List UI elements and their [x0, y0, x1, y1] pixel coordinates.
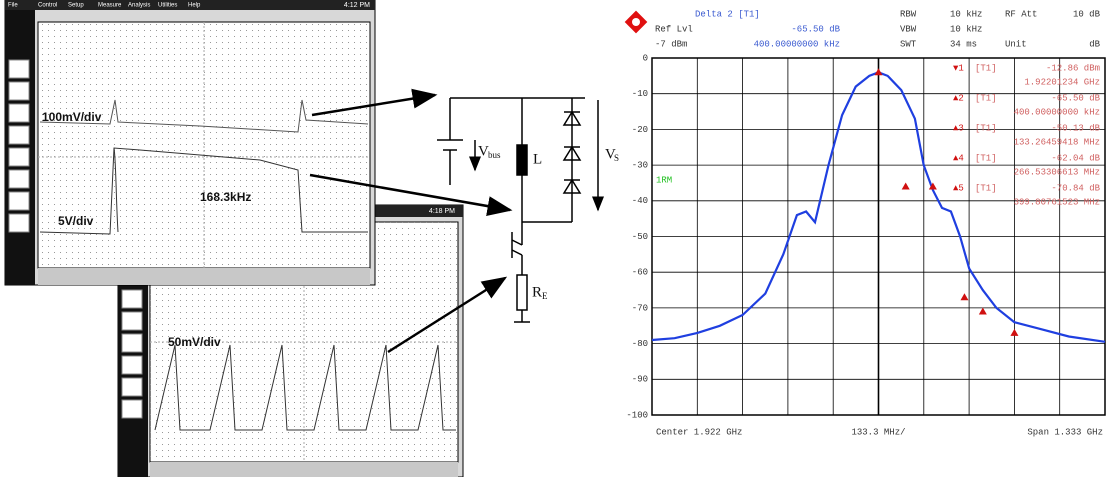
marker-symbol: ▲5: [953, 183, 964, 193]
circuit-label: E: [542, 291, 548, 301]
y-tick-label: -70: [632, 303, 648, 313]
marker-trace: [T1]: [975, 153, 997, 163]
marker-symbol: ▼1: [953, 63, 964, 73]
scope-volts: 50mV/div: [168, 335, 221, 349]
marker-frequency: 1.92201234 GHz: [1024, 77, 1100, 87]
header-text: RBW: [900, 9, 917, 19]
trace-label: 1RM: [656, 175, 672, 185]
footer-text: Span 1.333 GHz: [1027, 427, 1103, 437]
header-text: -65.50 dB: [791, 24, 840, 34]
menu-item: Analysis: [128, 3, 150, 9]
header-text: -7 dBm: [655, 39, 687, 49]
header-text: 34 ms: [950, 39, 977, 49]
marker-level: -50.13 dB: [1051, 123, 1100, 133]
header-text: Ref Lvl: [655, 24, 693, 34]
marker-symbol: ▲3: [953, 123, 964, 133]
marker-trace: [T1]: [975, 93, 997, 103]
circuit-label: R: [532, 284, 542, 300]
marker-level: -12.86 dBm: [1046, 63, 1100, 73]
y-tick-label: -40: [632, 196, 648, 206]
y-tick-label: -90: [632, 375, 648, 385]
scope-time: 4:12 PM: [344, 2, 370, 9]
marker-trace: [T1]: [975, 183, 997, 193]
marker-level: -70.84 dB: [1051, 183, 1100, 193]
y-tick-label: 0: [643, 53, 648, 63]
y-tick-label: -100: [626, 410, 648, 420]
marker-trace: [T1]: [975, 63, 997, 73]
header-text: Unit: [1005, 39, 1027, 49]
marker-frequency: 266.53306613 MHz: [1014, 167, 1100, 177]
scope-top: File Control Setup Measure Analysis Utilities…: [5, 0, 375, 285]
circuit-label: S: [614, 153, 619, 163]
marker-frequency: 399.80761523 MHz: [1014, 197, 1100, 207]
y-tick-label: -50: [632, 232, 648, 242]
marker-level: -62.04 dB: [1051, 153, 1100, 163]
menu-item: File: [8, 3, 18, 9]
scope-frequency: 168.3kHz: [200, 190, 251, 204]
circuit-label: bus: [488, 150, 501, 160]
header-text: 10 dB: [1073, 9, 1101, 19]
analyzer-logo: [625, 11, 648, 34]
y-tick-label: -80: [632, 339, 648, 349]
header-text: SWT: [900, 39, 917, 49]
header-text: 400.00000000 kHz: [754, 39, 840, 49]
marker-trace: [T1]: [975, 123, 997, 133]
y-tick-label: -10: [632, 89, 648, 99]
menu-item: Help: [188, 3, 201, 9]
header-text: Delta 2 [T1]: [695, 9, 760, 19]
header-text: 10 kHz: [950, 9, 982, 19]
marker-frequency: 133.26459418 MHz: [1014, 137, 1100, 147]
scope-time: 4:18 PM: [429, 208, 455, 215]
menu-item: Measure: [98, 3, 122, 9]
marker-level: -65.50 dB: [1051, 93, 1100, 103]
y-tick-label: -20: [632, 125, 648, 135]
menu-item: Control: [38, 3, 57, 9]
header-text: VBW: [900, 24, 917, 34]
header-text: RF Att: [1005, 9, 1037, 19]
scope-volts: 100mV/div: [42, 110, 102, 124]
marker-symbol: ▲2: [953, 93, 964, 103]
figure: 4:18 PM 50mV/div File Control Setup Measure…: [0, 0, 1109, 477]
circuit-label: L: [533, 151, 542, 167]
header-text: dB: [1089, 39, 1100, 49]
scope-volts: 5V/div: [58, 214, 94, 228]
footer-text: 133.3 MHz/: [851, 427, 905, 437]
menu-item: Utilities: [158, 3, 177, 9]
marker-frequency: 400.00000000 kHz: [1014, 107, 1100, 117]
header-text: 10 kHz: [950, 24, 982, 34]
menu-item: Setup: [68, 3, 84, 9]
footer-text: Center 1.922 GHz: [656, 427, 742, 437]
y-tick-label: -60: [632, 268, 648, 278]
marker-symbol: ▲4: [953, 153, 964, 163]
y-tick-label: -30: [632, 160, 648, 170]
